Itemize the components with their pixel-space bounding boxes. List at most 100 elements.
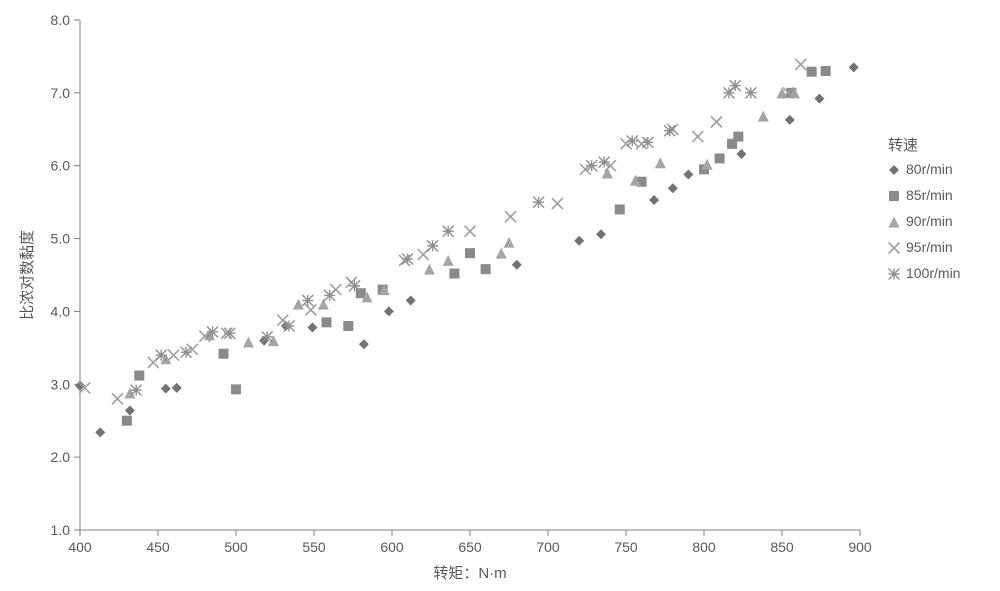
triangle-icon: [758, 111, 769, 122]
diamond-icon: [649, 195, 659, 205]
square-icon: [343, 321, 353, 331]
diamond-icon: [161, 384, 171, 394]
legend-item-label: 85r/min: [906, 187, 953, 203]
asterisk-icon: [284, 321, 295, 332]
asterisk-icon: [723, 87, 734, 98]
triangle-icon: [504, 237, 515, 248]
asterisk-icon: [443, 226, 454, 237]
asterisk-icon: [627, 135, 638, 146]
diamond-icon: [95, 427, 105, 437]
x-tick-label: 400: [68, 539, 92, 555]
x-icon: [168, 350, 179, 361]
x-icon: [465, 226, 476, 237]
legend-item-label: 90r/min: [906, 213, 953, 229]
x-icon: [692, 131, 703, 142]
diamond-icon: [359, 339, 369, 349]
triangle-icon: [889, 217, 900, 228]
x-tick-label: 900: [848, 539, 872, 555]
asterisk-icon: [131, 385, 142, 396]
diamond-icon: [125, 406, 135, 416]
diamond-icon: [785, 115, 795, 125]
asterisk-icon: [586, 160, 597, 171]
y-tick-label: 5.0: [51, 231, 71, 247]
triangle-icon: [424, 264, 435, 275]
diamond-icon: [849, 62, 859, 72]
asterisk-icon: [262, 331, 273, 342]
series: [122, 66, 831, 426]
triangle-icon: [702, 159, 713, 170]
y-tick-label: 7.0: [51, 85, 71, 101]
asterisk-icon: [664, 125, 675, 136]
y-tick-label: 2.0: [51, 449, 71, 465]
triangle-icon: [777, 87, 788, 98]
legend: 转速 80r/min 85r/min 90r/min 95r/min 100r/min: [888, 137, 960, 281]
triangle-icon: [243, 337, 254, 348]
asterisk-icon: [224, 328, 235, 339]
x-tick-label: 450: [146, 539, 170, 555]
diamond-icon: [683, 169, 693, 179]
diamond-icon: [307, 322, 317, 332]
asterisk-icon: [745, 87, 756, 98]
y-tick-label: 3.0: [51, 376, 71, 392]
y-tick-label: 1.0: [51, 522, 71, 538]
y-tick-label: 6.0: [51, 158, 71, 174]
asterisk-icon: [324, 290, 335, 301]
x-icon: [505, 211, 516, 222]
legend-item-label: 80r/min: [906, 161, 953, 177]
square-icon: [615, 204, 625, 214]
y-tick-label: 4.0: [51, 303, 71, 319]
diamond-icon: [736, 149, 746, 159]
asterisk-icon: [207, 326, 218, 337]
series: [131, 80, 757, 396]
asterisk-icon: [181, 347, 192, 358]
legend-item-label: 95r/min: [906, 239, 953, 255]
x-tick-label: 850: [770, 539, 794, 555]
legend-title: 转速: [888, 137, 918, 154]
x-tick-label: 800: [692, 539, 716, 555]
square-icon: [122, 416, 132, 426]
diamond-icon: [384, 306, 394, 316]
x-icon: [795, 59, 806, 70]
triangle-icon: [655, 157, 666, 168]
x-icon: [889, 243, 900, 254]
triangle-icon: [443, 255, 454, 266]
chart-root: 1.0 2.0 3.0 4.0 5.0 6.0 7.0 8.0 400 450 500 550 600 6…: [0, 0, 1000, 591]
x-tick-label: 600: [380, 539, 404, 555]
square-icon: [465, 248, 475, 258]
x-icon: [711, 117, 722, 128]
y-tick-label: 8.0: [51, 12, 71, 28]
square-icon: [889, 191, 899, 201]
diamond-icon: [406, 296, 416, 306]
asterisk-icon: [349, 280, 360, 291]
diamond-icon: [172, 383, 182, 393]
x-tick-label: 650: [458, 539, 482, 555]
asterisk-icon: [156, 350, 167, 361]
diamond-icon: [668, 183, 678, 193]
scatter-chart: 1.0 2.0 3.0 4.0 5.0 6.0 7.0 8.0 400 450 500 550 600 6…: [0, 0, 1000, 591]
square-icon: [715, 153, 725, 163]
x-axis-title: 转矩：N·m: [433, 565, 506, 582]
asterisk-icon: [599, 157, 610, 168]
triangle-icon: [293, 299, 304, 310]
diamond-icon: [596, 229, 606, 239]
asterisk-icon: [730, 80, 741, 91]
square-icon: [733, 132, 743, 142]
diamond-icon: [889, 165, 899, 175]
triangle-icon: [318, 299, 329, 310]
asterisk-icon: [533, 197, 544, 208]
diamond-icon: [574, 236, 584, 246]
asterisk-icon: [427, 240, 438, 251]
square-icon: [449, 269, 459, 279]
diamond-icon: [814, 94, 824, 104]
legend-item-label: 100r/min: [906, 265, 960, 281]
diamond-icon: [512, 260, 522, 270]
square-icon: [821, 66, 831, 76]
square-icon: [807, 67, 817, 77]
asterisk-icon: [889, 269, 900, 280]
x-tick-label: 550: [302, 539, 326, 555]
square-icon: [481, 264, 491, 274]
x-tick-label: 500: [224, 539, 248, 555]
x-tick-label: 750: [614, 539, 638, 555]
square-icon: [321, 317, 331, 327]
square-icon: [219, 349, 229, 359]
